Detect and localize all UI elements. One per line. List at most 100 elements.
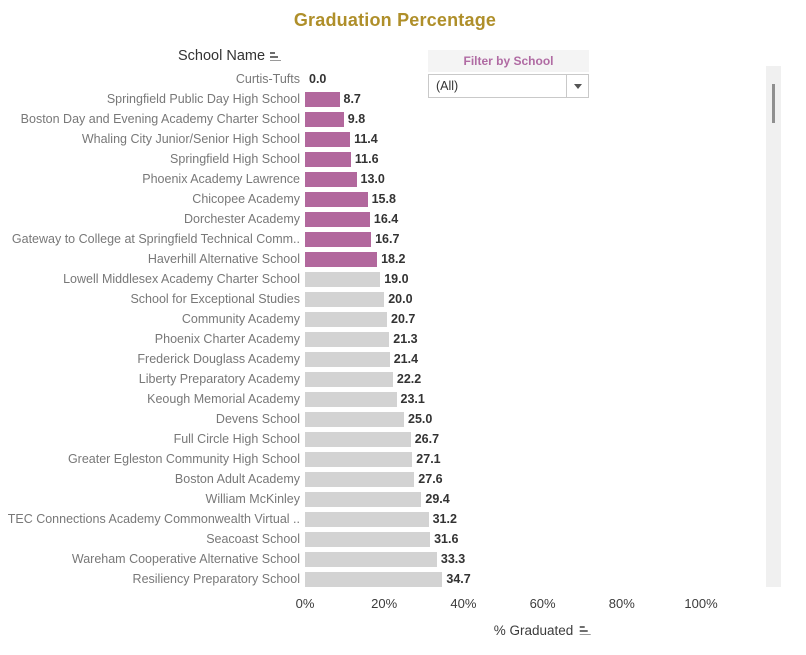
bar[interactable] (305, 491, 422, 507)
row-label[interactable]: Springfield Public Day High School (106, 92, 300, 106)
row-label[interactable]: School for Exceptional Studies (130, 292, 300, 306)
value-label: 31.2 (432, 512, 457, 526)
value-label: 16.4 (373, 212, 399, 226)
row-label[interactable]: Gateway to College at Springfield Techni… (11, 232, 300, 246)
row-label[interactable]: Whaling City Junior/Senior High School (81, 132, 300, 146)
bar[interactable] (305, 151, 351, 167)
bar[interactable] (305, 551, 437, 567)
bar[interactable] (305, 111, 344, 127)
school-name-column-header[interactable]: School Name (178, 48, 282, 64)
filter-title: Filter by School (428, 50, 589, 72)
school-name-header-label: School Name (178, 48, 266, 64)
bar[interactable] (305, 571, 443, 587)
chart-row: William McKinley 29.4 (0, 489, 760, 509)
row-label[interactable]: Seacoast School (206, 532, 300, 546)
bar[interactable] (305, 171, 357, 187)
value-label: 27.6 (418, 472, 443, 486)
bar[interactable] (305, 311, 387, 327)
bar[interactable] (305, 531, 431, 547)
chart-row: Community Academy 20.7 (0, 309, 760, 329)
bar[interactable] (305, 251, 378, 267)
sort-icon[interactable] (579, 625, 591, 636)
row-label[interactable]: TEC Connections Academy Commonwealth Vir… (7, 512, 300, 526)
value-label: 29.4 (425, 492, 450, 506)
chart-row: Seacoast School 31.6 (0, 529, 760, 549)
row-label[interactable]: Springfield High School (170, 152, 300, 166)
row-label[interactable]: Frederick Douglass Academy (137, 352, 300, 366)
value-label: 11.4 (354, 132, 378, 146)
bar[interactable] (305, 271, 381, 287)
row-label[interactable]: Greater Egleston Community High School (67, 452, 300, 466)
row-label[interactable]: Phoenix Charter Academy (154, 332, 300, 346)
x-axis-tick-label: 60% (529, 596, 556, 611)
bar[interactable] (305, 211, 370, 227)
row-label[interactable]: Dorchester Academy (183, 212, 300, 226)
value-label: 16.7 (375, 232, 400, 246)
value-label: 33.3 (440, 552, 466, 566)
bar[interactable] (305, 471, 415, 487)
row-label[interactable]: Boston Day and Evening Academy Charter S… (20, 112, 300, 126)
value-label: 19.0 (384, 272, 409, 286)
bar[interactable] (305, 451, 413, 467)
row-label[interactable]: Full Circle High School (173, 432, 300, 446)
row-label[interactable]: Resiliency Preparatory School (132, 572, 300, 586)
bar[interactable] (305, 331, 390, 347)
chart-row: Boston Adult Academy 27.6 (0, 469, 760, 489)
bar[interactable] (305, 91, 340, 107)
bar[interactable] (305, 131, 351, 147)
row-label[interactable]: Chicopee Academy (192, 192, 300, 206)
x-axis-tick-label: 100% (684, 596, 718, 611)
row-label[interactable]: Keough Memorial Academy (147, 392, 300, 406)
bar[interactable] (305, 391, 397, 407)
row-label[interactable]: Haverhill Alternative School (147, 252, 300, 266)
row-label[interactable]: Boston Adult Academy (174, 472, 300, 486)
value-label: 13.0 (360, 172, 385, 186)
value-label: 9.8 (347, 112, 366, 126)
school-filter-dropdown[interactable]: (All) (428, 74, 589, 98)
chart-row: School for Exceptional Studies 20.0 (0, 289, 760, 309)
chart-row: Chicopee Academy 15.8 (0, 189, 760, 209)
vertical-scrollbar[interactable] (766, 66, 781, 587)
filter-panel: Filter by School (All) (428, 50, 589, 98)
dropdown-arrow-button[interactable] (566, 75, 588, 97)
bar[interactable] (305, 291, 385, 307)
bar[interactable] (305, 191, 368, 207)
chart-row: Haverhill Alternative School 18.2 (0, 249, 760, 269)
value-label: 26.7 (414, 432, 440, 446)
chart-row: Phoenix Academy Lawrence 13.0 (0, 169, 760, 189)
value-label: 27.1 (416, 452, 441, 466)
chart-row: Dorchester Academy 16.4 (0, 209, 760, 229)
row-label[interactable]: Community Academy (181, 312, 300, 326)
value-label: 21.3 (393, 332, 418, 346)
bar[interactable] (305, 231, 372, 247)
row-label[interactable]: Lowell Middlesex Academy Charter School (63, 272, 300, 286)
row-label[interactable]: William McKinley (205, 492, 300, 506)
scrollbar-thumb[interactable] (772, 84, 775, 123)
row-label[interactable]: Curtis-Tufts (235, 72, 300, 86)
bar[interactable] (305, 351, 390, 367)
page-title: Graduation Percentage (293, 10, 497, 30)
row-label[interactable]: Wareham Cooperative Alternative School (71, 552, 300, 566)
sort-icon[interactable] (270, 51, 282, 62)
chart-row: Springfield Public Day High School 8.7 (0, 89, 760, 109)
x-axis: 0% 20% 40% 60% 80% 100% (0, 596, 806, 612)
row-label[interactable]: Devens School (215, 412, 300, 426)
row-label[interactable]: Liberty Preparatory Academy (138, 372, 300, 386)
value-label: 18.2 (381, 252, 406, 266)
bar[interactable] (305, 371, 393, 387)
bar[interactable] (305, 431, 411, 447)
row-label[interactable]: Phoenix Academy Lawrence (142, 172, 300, 186)
value-label: 11.6 (354, 152, 379, 166)
chart-row: Gateway to College at Springfield Techni… (0, 229, 760, 249)
x-axis-title[interactable]: % Graduated (494, 623, 591, 638)
x-axis-title-label: % Graduated (493, 623, 574, 638)
chart-row: Liberty Preparatory Academy 22.2 (0, 369, 760, 389)
bar[interactable] (305, 511, 429, 527)
bar[interactable] (305, 411, 404, 427)
value-label: 15.8 (371, 192, 396, 206)
value-label: 23.1 (400, 392, 425, 406)
chart-row: Resiliency Preparatory School 34.7 (0, 569, 760, 589)
value-label: 31.6 (434, 532, 459, 546)
value-label: 25.0 (408, 412, 433, 426)
